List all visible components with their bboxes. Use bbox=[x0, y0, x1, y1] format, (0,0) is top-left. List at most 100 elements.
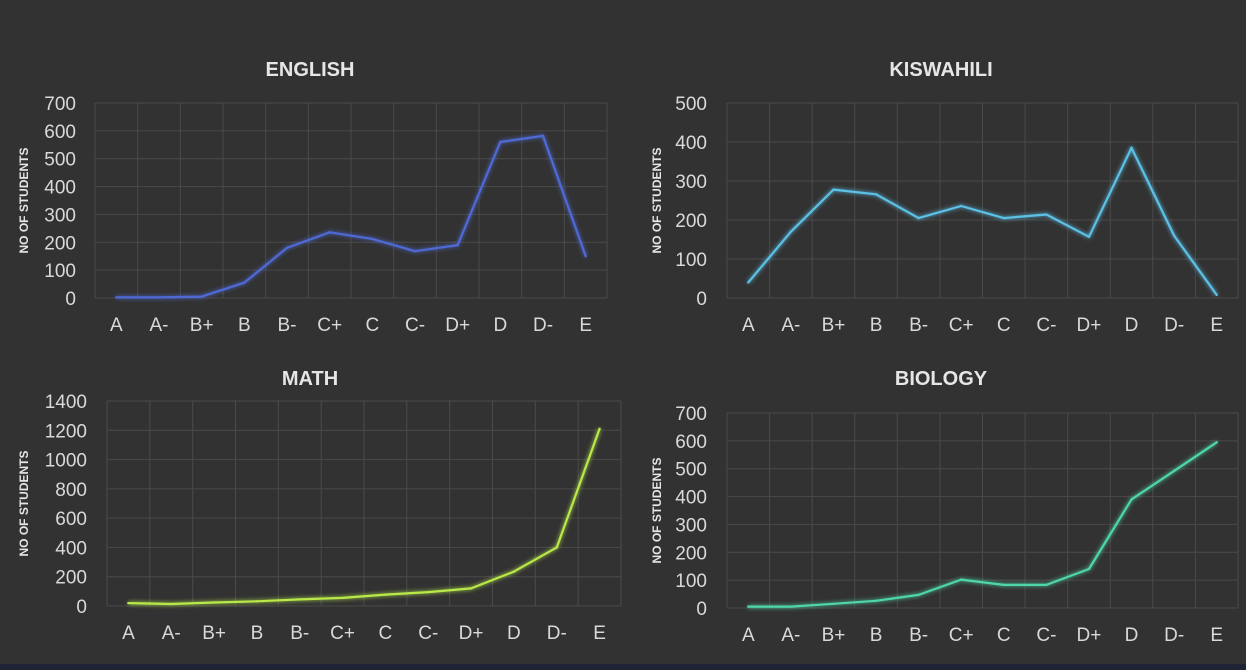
english-y-tick-label: 400 bbox=[44, 178, 76, 199]
kiswahili-x-tick-label: D bbox=[1125, 315, 1139, 336]
math-x-tick-label: D- bbox=[547, 623, 567, 644]
math-data-point bbox=[170, 602, 173, 606]
english-y-tick-label: 200 bbox=[44, 233, 76, 254]
kiswahili-data-point bbox=[874, 193, 878, 196]
kiswahili-y-tick-label: 0 bbox=[696, 289, 707, 310]
math-data-point bbox=[212, 601, 216, 604]
kiswahili-series-line bbox=[747, 146, 1218, 296]
biology-y-tick-label: 400 bbox=[675, 488, 707, 509]
kiswahili-data-point bbox=[789, 230, 793, 233]
math-data-point bbox=[512, 570, 516, 573]
kiswahili-data-point bbox=[747, 281, 750, 284]
biology-series-line bbox=[748, 441, 1218, 608]
kiswahili-x-tick-label: C- bbox=[1036, 315, 1056, 336]
biology-data-point bbox=[1172, 469, 1176, 473]
math-x-tick-label: D+ bbox=[459, 623, 484, 644]
math-data-point bbox=[555, 546, 558, 549]
english-x-tick-label: B+ bbox=[190, 315, 214, 336]
math-series-line bbox=[128, 428, 601, 606]
biology-data-point bbox=[1215, 441, 1218, 444]
math-y-tick-label: 1400 bbox=[45, 392, 87, 413]
kiswahili-y-tick-label: 200 bbox=[675, 211, 707, 232]
english-data-point bbox=[243, 281, 246, 284]
kiswahili-data-point bbox=[1087, 235, 1091, 238]
math-y-tick-label: 0 bbox=[76, 597, 87, 618]
math-x-tick-label: B+ bbox=[202, 623, 226, 644]
math-x-tick-label: B bbox=[251, 623, 264, 644]
biology-x-tick-label: D- bbox=[1164, 625, 1184, 646]
biology-y-tick-label: 200 bbox=[675, 543, 707, 564]
biology-x-tick-label: E bbox=[1210, 625, 1223, 646]
biology-y-tick-label: 700 bbox=[675, 404, 707, 425]
biology-y-tick-label: 0 bbox=[696, 599, 707, 620]
english-series-line bbox=[116, 134, 587, 299]
kiswahili-data-point bbox=[832, 188, 835, 191]
biology-data-point bbox=[1045, 583, 1048, 587]
kiswahili-data-point bbox=[1215, 293, 1218, 297]
biology-y-tick-label: 600 bbox=[675, 432, 707, 453]
math-x-tick-label: B- bbox=[290, 623, 309, 644]
biology-x-tick-label: B bbox=[870, 625, 883, 646]
english-x-tick-label: D- bbox=[533, 315, 553, 336]
english-data-point bbox=[413, 250, 417, 253]
english-data-point bbox=[371, 237, 374, 241]
kiswahili-x-tick-label: E bbox=[1210, 315, 1223, 336]
kiswahili-data-point bbox=[1045, 213, 1048, 216]
biology-data-point bbox=[789, 605, 793, 608]
math-data-point bbox=[384, 593, 387, 596]
biology-chart: BIOLOGY NO OF STUDENTS 0 100 200 300 400 500 600… bbox=[650, 368, 1239, 646]
english-data-point bbox=[200, 295, 203, 298]
kiswahili-y-tick-label: 100 bbox=[675, 250, 707, 271]
biology-data-point bbox=[960, 578, 963, 581]
biology-data-point bbox=[1002, 583, 1005, 587]
biology-x-tick-label: C+ bbox=[949, 625, 974, 646]
english-x-tick-label: D+ bbox=[445, 315, 470, 336]
english-x-tick-label: A bbox=[110, 315, 123, 336]
math-data-point bbox=[127, 601, 130, 605]
biology-x-tick-label: C bbox=[997, 625, 1011, 646]
english-chart: ENGLISH NO OF STUDENTS 0 100 200 300 400 500 600… bbox=[17, 59, 608, 336]
english-x-tick-label: C- bbox=[405, 315, 425, 336]
biology-data-point bbox=[832, 602, 835, 606]
kiswahili-data-point bbox=[1002, 216, 1005, 220]
kiswahili-x-tick-label: C bbox=[997, 315, 1011, 336]
math-y-tick-label: 600 bbox=[55, 509, 87, 530]
english-y-axis-label: NO OF STUDENTS bbox=[17, 147, 31, 253]
math-y-tick-label: 200 bbox=[55, 568, 87, 589]
biology-x-tick-label: A- bbox=[781, 625, 800, 646]
english-x-tick-label: D bbox=[493, 315, 507, 336]
math-x-tick-label: C- bbox=[418, 623, 438, 644]
kiswahili-chart: KISWAHILI NO OF STUDENTS 0 100 200 300 400 500 A… bbox=[650, 59, 1239, 336]
kiswahili-x-tick-label: B- bbox=[909, 315, 928, 336]
kiswahili-x-tick-label: D+ bbox=[1077, 315, 1102, 336]
kiswahili-x-tick-label: B+ bbox=[822, 315, 846, 336]
english-y-tick-label: 0 bbox=[65, 289, 76, 310]
biology-data-point bbox=[1130, 498, 1133, 501]
biology-x-tick-label: D bbox=[1125, 625, 1139, 646]
math-y-tick-label: 400 bbox=[55, 538, 87, 559]
biology-y-tick-label: 300 bbox=[675, 515, 707, 536]
math-x-tick-label: A- bbox=[162, 623, 181, 644]
math-x-tick-label: E bbox=[593, 623, 606, 644]
english-chart-title: ENGLISH bbox=[266, 59, 355, 81]
kiswahili-data-point bbox=[917, 216, 920, 220]
english-data-point bbox=[541, 134, 545, 138]
math-data-point bbox=[469, 587, 473, 590]
biology-data-point bbox=[917, 593, 920, 597]
math-y-axis-label: NO OF STUDENTS bbox=[17, 450, 31, 556]
kiswahili-data-point bbox=[1172, 234, 1176, 237]
english-data-point bbox=[584, 255, 587, 258]
biology-x-tick-label: A bbox=[742, 625, 755, 646]
math-data-point bbox=[255, 600, 259, 603]
english-x-tick-label: A- bbox=[150, 315, 169, 336]
math-data-point bbox=[427, 590, 430, 594]
math-x-tick-label: A bbox=[122, 623, 135, 644]
biology-y-tick-label: 500 bbox=[675, 460, 707, 481]
biology-x-tick-label: B+ bbox=[822, 625, 846, 646]
kiswahili-data-point bbox=[960, 204, 963, 208]
kiswahili-x-tick-label: A bbox=[742, 315, 755, 336]
kiswahili-data-point bbox=[1130, 146, 1133, 150]
kiswahili-x-tick-label: D- bbox=[1164, 315, 1184, 336]
biology-x-tick-label: B- bbox=[909, 625, 928, 646]
